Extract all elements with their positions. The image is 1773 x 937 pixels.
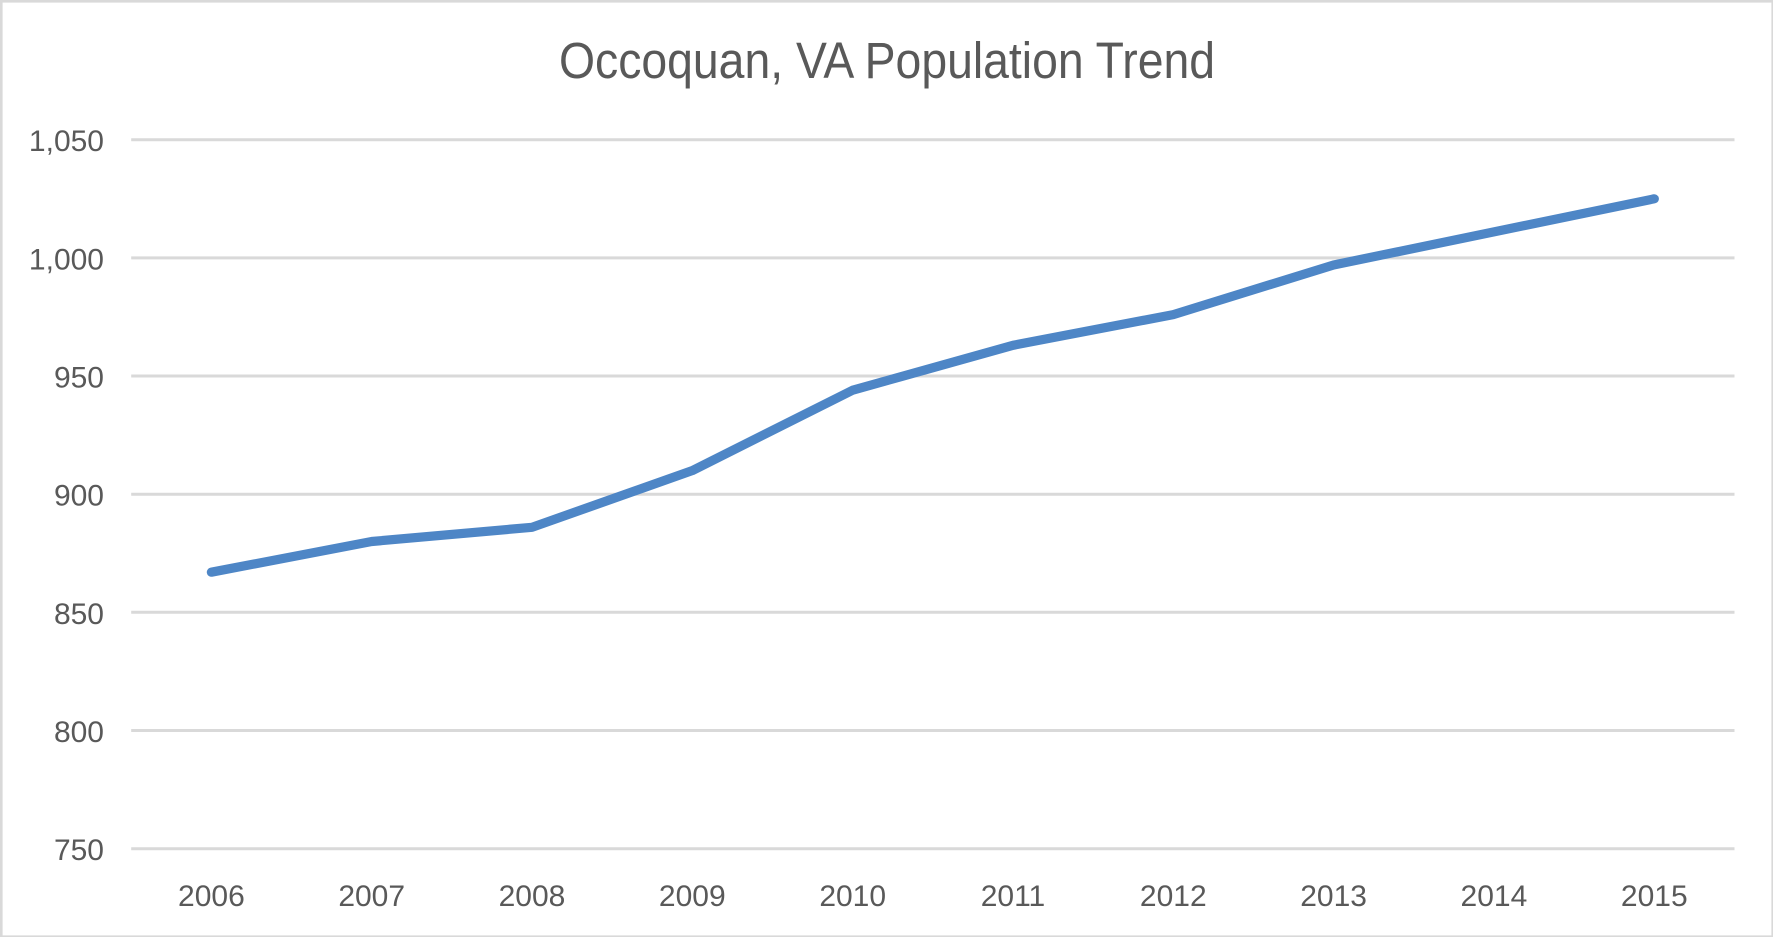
svg-text:2007: 2007 <box>338 880 405 913</box>
svg-text:2014: 2014 <box>1461 880 1528 913</box>
svg-text:2009: 2009 <box>659 880 726 913</box>
svg-text:2013: 2013 <box>1300 880 1367 913</box>
svg-text:Occoquan, VA Population Trend: Occoquan, VA Population Trend <box>559 32 1215 89</box>
svg-text:2008: 2008 <box>499 880 566 913</box>
svg-text:2006: 2006 <box>178 880 245 913</box>
svg-text:800: 800 <box>54 716 104 749</box>
svg-text:2015: 2015 <box>1621 880 1688 913</box>
svg-text:900: 900 <box>54 480 104 513</box>
svg-text:750: 750 <box>54 834 104 867</box>
svg-text:1,000: 1,000 <box>29 243 104 276</box>
svg-text:950: 950 <box>54 362 104 395</box>
svg-text:1,050: 1,050 <box>29 125 104 158</box>
svg-text:2010: 2010 <box>819 880 886 913</box>
svg-text:850: 850 <box>54 598 104 631</box>
svg-text:2012: 2012 <box>1140 880 1207 913</box>
svg-text:2011: 2011 <box>981 880 1046 913</box>
